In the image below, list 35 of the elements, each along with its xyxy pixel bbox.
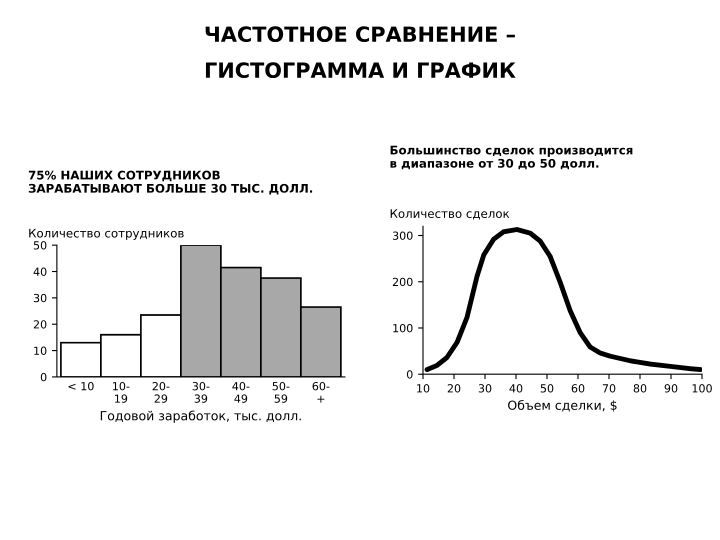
x-tick-label: 30 xyxy=(478,384,492,393)
y-axis-title: Количество сотрудников xyxy=(29,228,184,240)
chart-subtitle: Большинство сделок производится в диапазоне от 30 до 50 долл. xyxy=(390,146,632,170)
x-tick-label: 30- 39 xyxy=(192,382,210,403)
x-tick-label: 60 xyxy=(572,384,584,393)
x-tick-label: 40 xyxy=(509,384,522,393)
x-tick-label: 40- 49 xyxy=(232,382,250,403)
x-tick-label: 50- 59 xyxy=(272,382,290,403)
line-series xyxy=(424,227,702,372)
y-tick-label: 0 xyxy=(40,372,46,382)
y-tick-label: 100 xyxy=(393,324,413,332)
x-tick-label: 20 xyxy=(448,384,460,393)
x-tick-label: 50 xyxy=(540,384,554,393)
y-tick-label: 20 xyxy=(34,320,46,329)
chart-title: ЧАСТОТНОЕ СРАВНЕНИЕ – ГИСТОГРАММА И ГРАФИК xyxy=(206,26,516,78)
y-tick-label: 50 xyxy=(34,241,46,250)
y-tick-label: 30 xyxy=(34,294,46,302)
y-tick-label: 0 xyxy=(406,370,413,379)
x-tick-label: 100 xyxy=(692,384,712,393)
y-tick-label: 200 xyxy=(392,278,413,286)
x-axis-title: Объем сделки, $ xyxy=(508,400,617,412)
x-tick-label: 20- 29 xyxy=(152,382,170,403)
x-tick-label: 70 xyxy=(602,384,616,393)
x-tick-label: 90 xyxy=(664,384,678,393)
x-axis-title: Годовой заработок, тыс. долл. xyxy=(100,410,301,423)
x-tick-label: 60- + xyxy=(312,382,330,403)
y-tick-label: 10 xyxy=(34,346,46,355)
x-tick-label: 10 xyxy=(417,384,430,393)
y-axis-title: Количество сделок xyxy=(390,209,510,220)
x-tick-label: 80 xyxy=(634,384,646,393)
x-tick-label: 10- 19 xyxy=(113,382,130,403)
chart-subtitle: 75% НАШИХ СОТРУДНИКОВ ЗАРАБАТЫВАЮТ БОЛЬШЕ 30 ТЫС. ДОЛЛ. xyxy=(28,170,312,194)
y-tick-label: 40 xyxy=(34,267,46,276)
x-tick-label: < 10 xyxy=(68,382,94,390)
y-tick-label: 300 xyxy=(392,231,413,240)
